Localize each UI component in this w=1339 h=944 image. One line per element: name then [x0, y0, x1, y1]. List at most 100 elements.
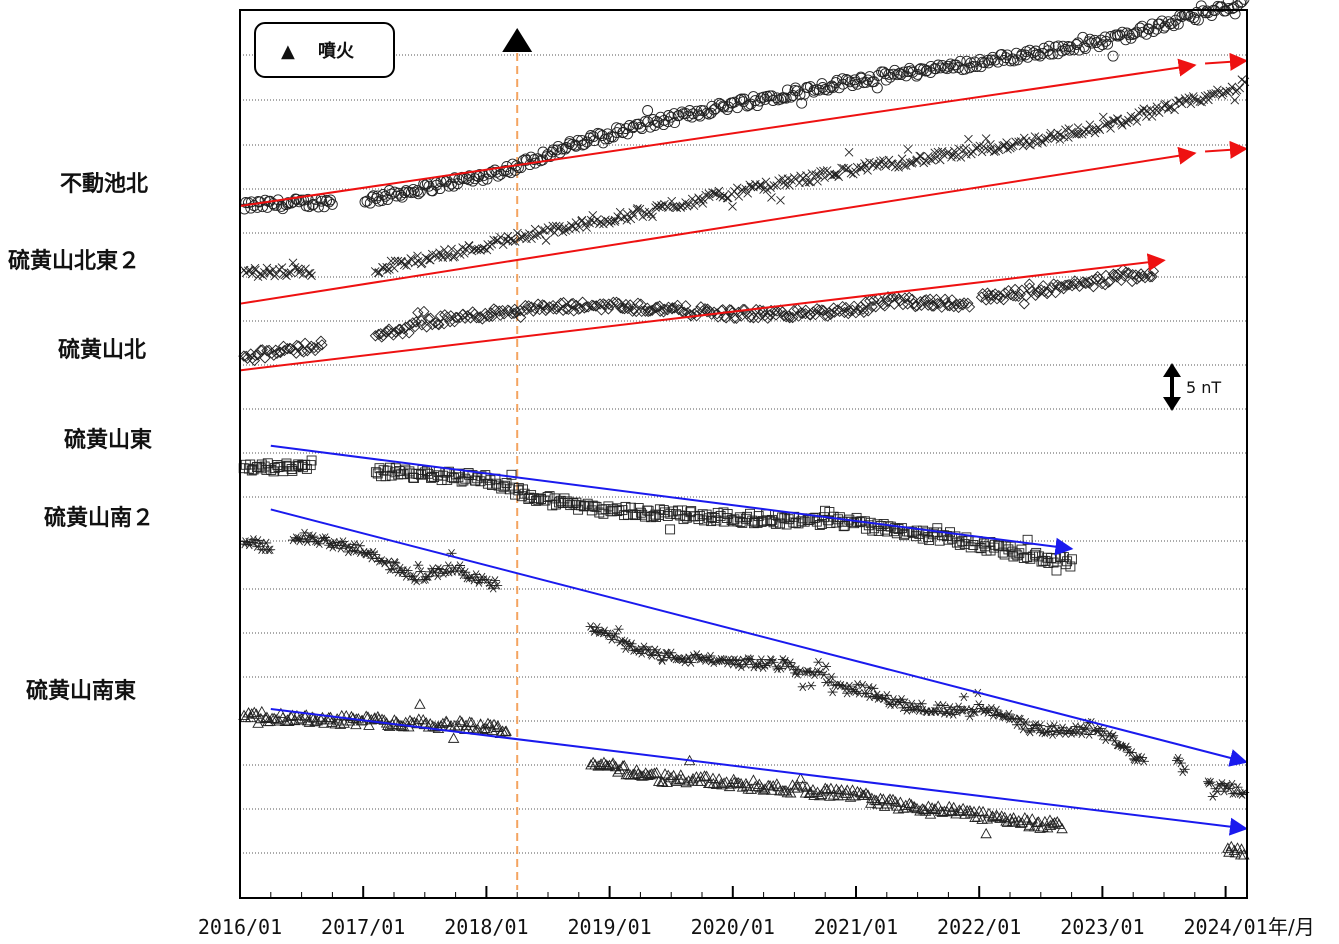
data-point — [297, 462, 308, 473]
data-point — [345, 710, 358, 722]
data-point — [1048, 557, 1059, 568]
data-point — [710, 103, 722, 115]
data-point — [762, 312, 774, 324]
data-point — [1175, 758, 1186, 768]
data-point — [1040, 555, 1051, 566]
data-point — [387, 564, 398, 574]
series-4 — [238, 455, 1077, 576]
data-point — [819, 782, 832, 793]
data-point — [832, 786, 845, 797]
data-point — [541, 236, 551, 245]
data-point — [545, 225, 555, 235]
data-point — [642, 305, 654, 318]
data-point — [745, 655, 756, 664]
data-point — [813, 84, 825, 96]
data-point — [1102, 38, 1114, 50]
data-point — [628, 121, 639, 133]
data-point — [737, 185, 747, 195]
data-point — [980, 827, 992, 839]
data-point — [842, 688, 853, 698]
data-point — [860, 159, 869, 168]
data-point — [447, 244, 456, 254]
data-point — [472, 245, 482, 255]
data-point — [1164, 102, 1174, 112]
data-point — [1056, 822, 1068, 834]
data-point — [1130, 269, 1142, 281]
data-point — [1232, 782, 1243, 792]
data-point — [973, 700, 984, 709]
data-point — [590, 300, 602, 312]
data-point — [450, 252, 459, 261]
data-point — [991, 293, 1003, 305]
data-point — [460, 567, 471, 577]
data-point — [1020, 717, 1031, 727]
data-point — [447, 732, 460, 743]
data-point — [642, 105, 654, 116]
data-point — [901, 298, 914, 310]
data-point — [873, 526, 884, 536]
data-point — [517, 154, 529, 166]
legend-label: 噴火 — [318, 41, 355, 62]
data-point — [256, 463, 267, 474]
data-point — [1136, 753, 1147, 762]
data-point — [1059, 279, 1071, 291]
data-point — [576, 134, 588, 146]
data-point — [837, 73, 848, 85]
data-point — [958, 297, 970, 309]
data-point — [487, 240, 497, 249]
data-point — [635, 298, 647, 310]
data-point — [443, 466, 454, 477]
data-point — [1051, 565, 1062, 576]
data-point — [575, 222, 584, 232]
data-point — [1018, 298, 1030, 310]
data-point — [648, 212, 657, 222]
data-point — [914, 63, 926, 75]
data-point — [730, 187, 739, 196]
data-point — [858, 306, 870, 318]
data-point — [807, 783, 819, 795]
data-point — [620, 123, 632, 135]
series-1 — [239, 0, 1250, 215]
data-point — [617, 127, 629, 139]
data-point — [975, 141, 985, 151]
data-point — [427, 249, 437, 259]
data-point — [999, 287, 1011, 299]
data-point — [482, 717, 494, 729]
data-point — [657, 656, 668, 665]
data-point — [824, 790, 836, 801]
data-point — [1166, 17, 1178, 29]
data-point — [931, 154, 940, 163]
data-point — [705, 651, 716, 661]
data-point — [456, 716, 468, 727]
data-point — [1047, 818, 1059, 829]
data-point — [975, 61, 987, 73]
data-point — [816, 519, 827, 529]
data-point — [451, 311, 463, 324]
data-point — [376, 195, 388, 206]
data-point — [928, 300, 940, 312]
data-point — [325, 194, 336, 206]
data-point — [458, 475, 469, 486]
data-point — [710, 778, 723, 789]
data-point — [728, 660, 739, 669]
data-point — [979, 57, 991, 69]
data-point — [440, 245, 449, 255]
data-point — [405, 187, 417, 199]
data-point — [997, 547, 1008, 558]
data-point — [915, 151, 925, 161]
data-point — [372, 468, 383, 479]
data-point — [834, 172, 843, 182]
data-point — [288, 258, 298, 268]
data-point — [905, 158, 915, 168]
data-point — [576, 296, 589, 308]
data-point — [791, 779, 803, 790]
data-point — [872, 70, 884, 81]
data-point — [1073, 280, 1086, 292]
data-point — [1108, 731, 1119, 740]
data-point — [614, 763, 626, 775]
data-point — [498, 240, 508, 249]
data-point — [1172, 18, 1184, 30]
data-point — [557, 296, 570, 309]
trend-arrow-extension — [1205, 140, 1248, 159]
data-point — [801, 781, 813, 792]
